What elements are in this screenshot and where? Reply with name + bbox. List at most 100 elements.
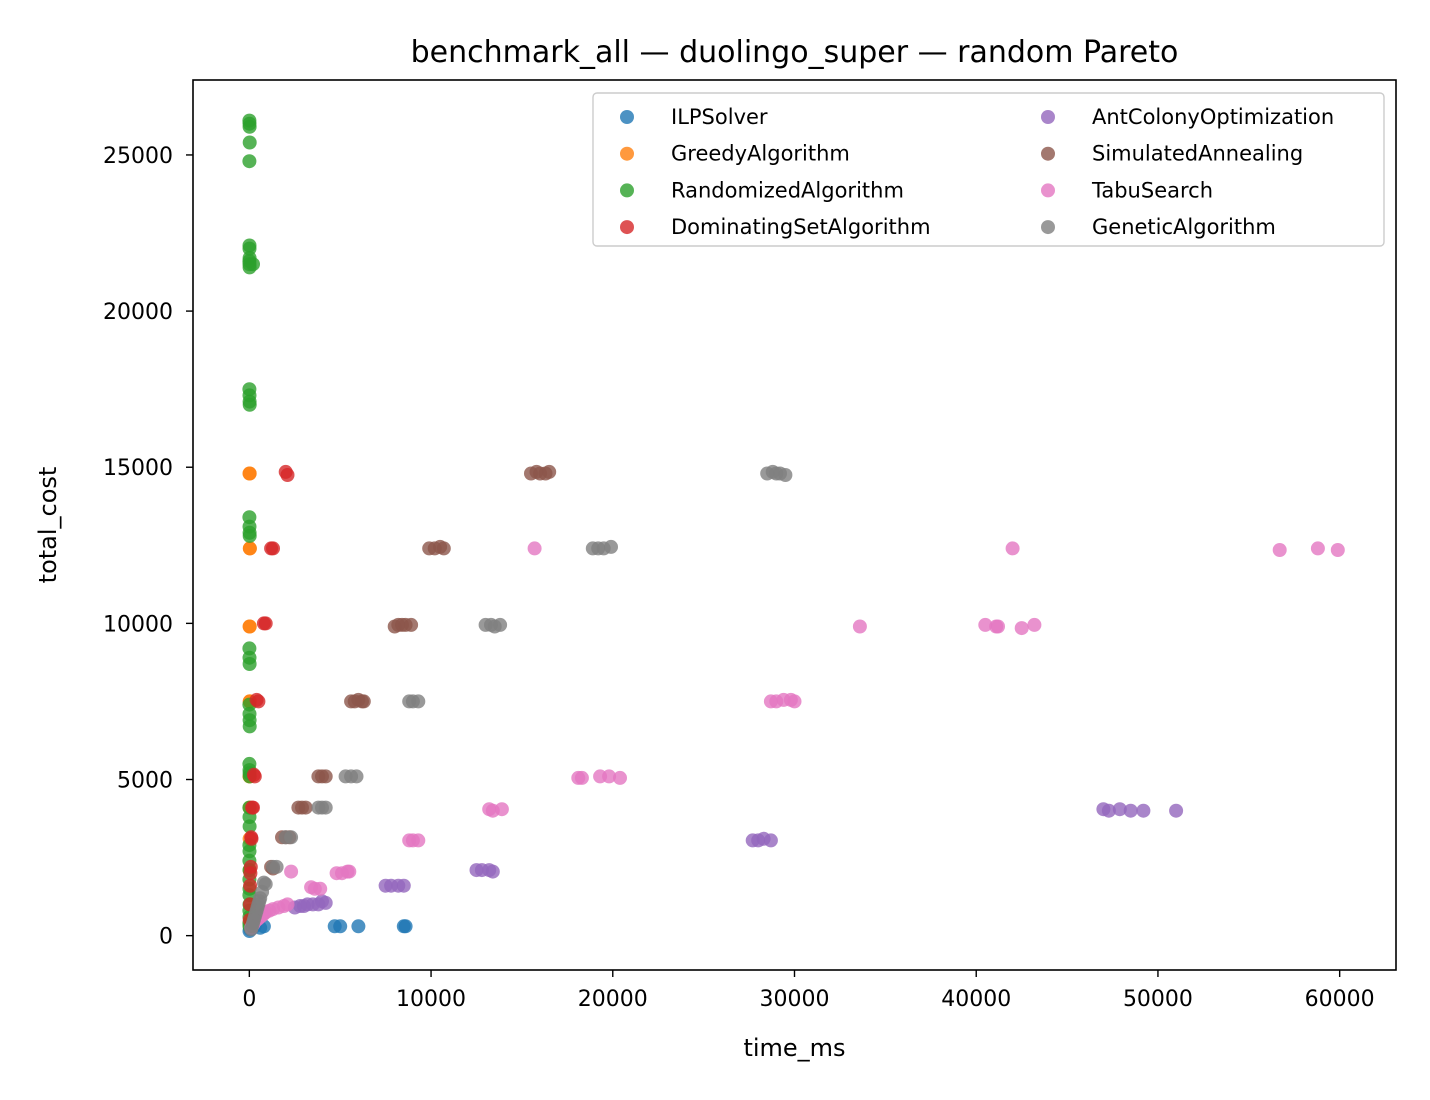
x-axis-label: time_ms <box>743 1034 845 1062</box>
legend-marker <box>620 183 634 198</box>
legend-label: AntColonyOptimization <box>1092 105 1334 129</box>
x-tick-label: 10000 <box>396 987 466 1012</box>
data-point <box>318 769 333 784</box>
data-point <box>1027 617 1042 632</box>
data-point <box>269 859 284 874</box>
data-point <box>542 464 557 479</box>
data-point <box>243 878 258 893</box>
series-0 <box>242 919 413 938</box>
series-7 <box>244 464 793 937</box>
data-point <box>242 719 257 734</box>
data-point <box>284 864 299 879</box>
data-point <box>404 617 419 632</box>
data-point <box>1101 803 1116 818</box>
data-point <box>1014 621 1029 636</box>
points-layer <box>242 113 1345 938</box>
legend-label: SimulatedAnnealing <box>1092 142 1303 166</box>
data-point <box>298 800 313 815</box>
x-tick-label: 60000 <box>1305 987 1375 1012</box>
x-tick-label: 40000 <box>941 987 1011 1012</box>
data-point <box>1005 541 1020 556</box>
data-point <box>280 468 295 482</box>
data-point <box>333 919 348 934</box>
legend-marker <box>1041 220 1055 235</box>
series-5 <box>264 464 557 876</box>
legend-box <box>592 92 1385 247</box>
chart-title: benchmark_all — duolingo_super — random … <box>411 35 1179 70</box>
data-point <box>398 919 413 934</box>
data-point <box>300 897 315 912</box>
data-point <box>242 619 257 634</box>
data-point <box>852 619 867 634</box>
data-point <box>242 541 257 556</box>
data-point <box>242 528 257 543</box>
y-tick-label: 15000 <box>103 456 173 481</box>
data-point <box>266 541 280 556</box>
data-point <box>778 468 793 482</box>
data-point <box>1169 803 1184 818</box>
legend-label: GeneticAlgorithm <box>1092 215 1276 239</box>
data-point <box>246 800 260 815</box>
series-4 <box>287 802 1184 915</box>
legend-label: ILPSolver <box>671 105 768 129</box>
data-point <box>356 694 371 709</box>
data-point <box>1330 543 1345 557</box>
data-point <box>244 831 259 846</box>
legend-marker <box>1041 183 1055 198</box>
y-tick-label: 25000 <box>103 144 173 169</box>
legend-label: TabuSearch <box>1091 178 1213 202</box>
data-point <box>396 878 411 893</box>
data-point <box>251 694 266 709</box>
data-point <box>1136 803 1151 818</box>
data-point <box>978 617 993 632</box>
x-tick-label: 0 <box>242 987 256 1012</box>
data-point <box>574 770 589 785</box>
data-point <box>342 864 357 879</box>
data-point <box>242 819 257 834</box>
legend: ILPSolver GreedyAlgorithm RandomizedAlgori… <box>592 92 1385 247</box>
data-point <box>242 466 257 481</box>
data-point <box>242 135 257 150</box>
data-point <box>313 881 328 896</box>
x-axis-ticks: 0 10000 20000 30000 40000 50000 60000 <box>242 970 1375 1012</box>
data-point <box>493 617 508 632</box>
legend-label: DominatingSetAlgorithm <box>671 215 931 239</box>
series-6 <box>244 541 1345 935</box>
data-point <box>991 619 1005 634</box>
data-point <box>351 919 366 934</box>
y-tick-label: 5000 <box>117 769 173 794</box>
legend-marker <box>620 220 634 235</box>
data-point <box>604 539 618 554</box>
data-point <box>436 541 451 556</box>
x-tick-label: 30000 <box>760 987 830 1012</box>
legend-label: RandomizedAlgorithm <box>671 178 904 202</box>
data-point <box>284 830 299 845</box>
data-point <box>613 770 627 785</box>
data-point <box>242 657 257 671</box>
legend-label: GreedyAlgorithm <box>671 142 850 166</box>
data-point <box>311 897 326 912</box>
y-axis-ticks: 0 5000 10000 15000 20000 25000 <box>103 144 193 950</box>
data-point <box>527 541 542 556</box>
data-point <box>1310 541 1325 556</box>
data-point <box>242 119 257 134</box>
data-point <box>763 833 778 848</box>
legend-marker <box>1041 146 1055 161</box>
data-point <box>411 833 426 848</box>
data-point <box>602 769 617 784</box>
data-point <box>318 800 333 815</box>
data-point <box>243 866 258 881</box>
legend-marker <box>620 146 634 161</box>
y-tick-label: 10000 <box>103 612 173 637</box>
data-point <box>1112 802 1127 817</box>
data-point <box>258 616 273 631</box>
x-tick-label: 50000 <box>1123 987 1193 1012</box>
data-point <box>485 864 500 879</box>
series-3 <box>242 464 295 927</box>
data-point <box>1272 543 1287 557</box>
data-point <box>244 922 259 937</box>
x-tick-label: 20000 <box>578 987 648 1012</box>
data-point <box>787 694 802 709</box>
y-tick-label: 0 <box>159 925 173 950</box>
